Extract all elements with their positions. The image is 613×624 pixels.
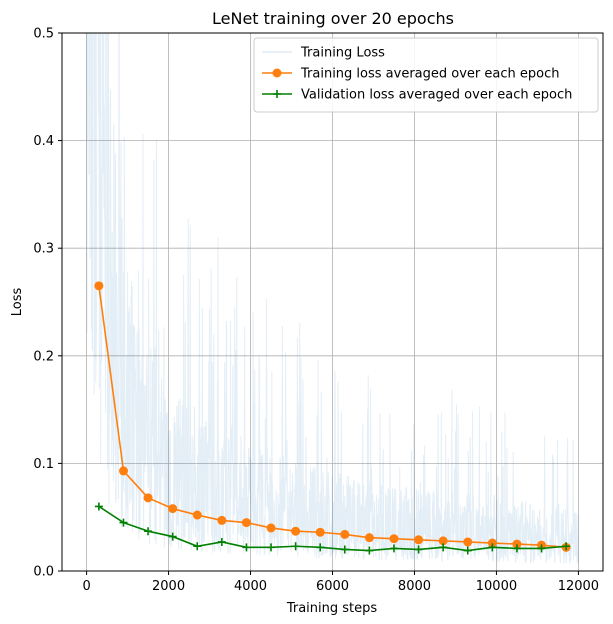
legend-marker-train-avg bbox=[272, 68, 282, 78]
x-tick-label-3: 6000 bbox=[316, 579, 349, 594]
train-avg-point-16 bbox=[487, 538, 497, 548]
plot-area bbox=[86, 33, 579, 564]
y-tick-label-4: 0.4 bbox=[33, 134, 54, 149]
train-avg-point-15 bbox=[463, 537, 473, 547]
x-tick-label-2: 4000 bbox=[234, 579, 267, 594]
train-avg-point-2 bbox=[143, 493, 153, 503]
val-avg-point-6 bbox=[242, 543, 251, 552]
legend-marker-val-avg bbox=[273, 90, 281, 98]
val-avg-point-4 bbox=[193, 542, 202, 551]
train-avg-point-10 bbox=[340, 529, 350, 539]
train-avg-point-17 bbox=[512, 539, 522, 549]
y-tick-label-2: 0.2 bbox=[33, 349, 54, 364]
y-axis-ticks: 0.0 0.1 0.2 0.3 0.4 0.5 bbox=[33, 27, 62, 580]
train-avg-point-1 bbox=[118, 466, 128, 476]
y-axis-label: Loss bbox=[10, 288, 25, 317]
val-avg-point-15 bbox=[463, 546, 472, 555]
val-avg-point-7 bbox=[267, 543, 276, 552]
legend-label-2: Validation loss averaged over each epoch bbox=[301, 88, 572, 103]
val-avg-point-1 bbox=[119, 518, 128, 527]
chart-title: LeNet training over 20 epochs bbox=[212, 9, 454, 28]
y-tick-label-1: 0.1 bbox=[33, 457, 54, 472]
y-tick-label-3: 0.3 bbox=[33, 242, 54, 257]
val-avg-point-0 bbox=[94, 502, 103, 511]
legend: Training Loss Training loss averaged over… bbox=[253, 37, 599, 113]
val-avg-point-3 bbox=[168, 532, 177, 541]
x-tick-label-5: 10000 bbox=[476, 579, 517, 594]
train-avg-point-12 bbox=[389, 534, 399, 544]
x-tick-label-0: 0 bbox=[82, 579, 90, 594]
x-tick-label-6: 12000 bbox=[558, 579, 599, 594]
train-avg-point-0 bbox=[94, 281, 104, 291]
train-avg-point-5 bbox=[217, 515, 227, 525]
val-avg-point-8 bbox=[291, 542, 300, 551]
val-avg-point-10 bbox=[340, 545, 349, 554]
train-avg-point-6 bbox=[241, 518, 251, 528]
val-avg-point-9 bbox=[316, 543, 325, 552]
val-avg-point-17 bbox=[512, 544, 521, 553]
train-avg-point-11 bbox=[364, 533, 374, 543]
val-avg-point-5 bbox=[217, 537, 226, 546]
train-avg-point-13 bbox=[414, 535, 424, 545]
legend-box bbox=[253, 37, 599, 113]
x-axis-label: Training steps bbox=[286, 601, 378, 616]
series-val-avg-line bbox=[98, 505, 567, 552]
val-avg-point-19 bbox=[562, 542, 571, 551]
val-avg-point-14 bbox=[439, 543, 448, 552]
x-tick-label-1: 2000 bbox=[152, 579, 185, 594]
train-avg-point-14 bbox=[438, 536, 448, 546]
val-avg-point-18 bbox=[537, 544, 546, 553]
series-training-loss-line bbox=[86, 33, 579, 564]
train-avg-point-4 bbox=[192, 510, 202, 520]
val-avg-point-13 bbox=[414, 545, 423, 554]
train-avg-point-9 bbox=[315, 527, 325, 537]
x-axis-ticks: 0 2000 4000 6000 8000 10000 12000 bbox=[82, 571, 599, 594]
legend-label-0: Training Loss bbox=[300, 46, 385, 61]
train-avg-point-3 bbox=[168, 504, 178, 514]
train-avg-point-7 bbox=[266, 523, 276, 533]
train-avg-point-8 bbox=[291, 526, 301, 536]
x-tick-label-4: 8000 bbox=[398, 579, 431, 594]
y-tick-label-0: 0.0 bbox=[33, 565, 54, 580]
val-avg-point-12 bbox=[389, 544, 398, 553]
y-tick-label-5: 0.5 bbox=[33, 27, 54, 42]
legend-label-1: Training loss averaged over each epoch bbox=[300, 67, 559, 82]
val-avg-point-16 bbox=[488, 543, 497, 552]
val-avg-point-11 bbox=[365, 546, 374, 555]
val-avg-point-2 bbox=[144, 527, 153, 536]
